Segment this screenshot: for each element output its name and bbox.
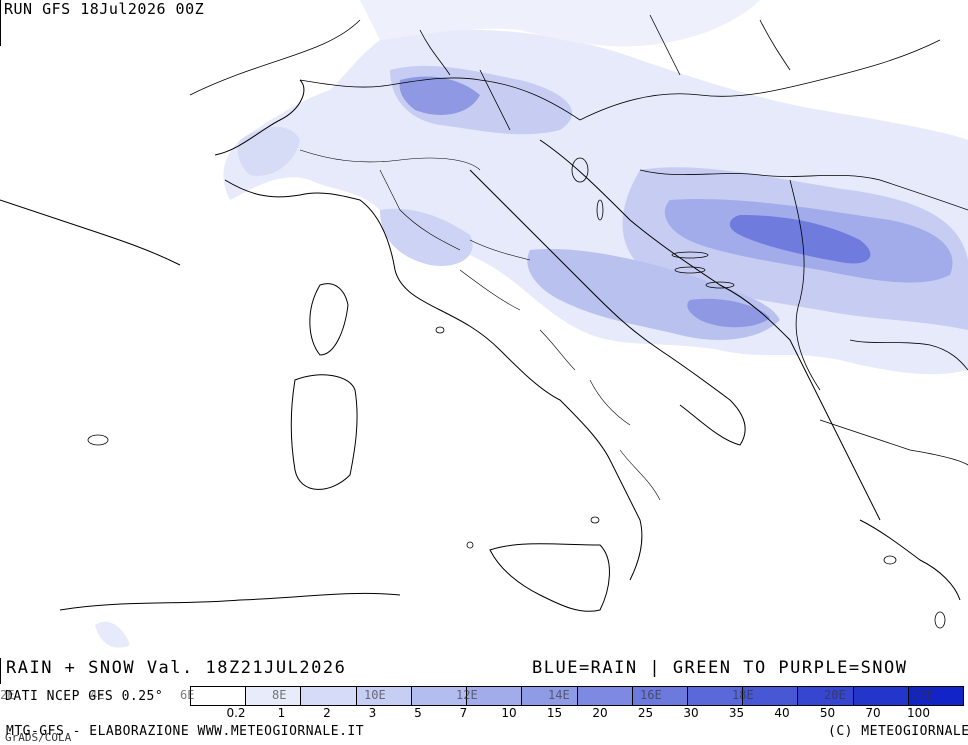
rain-area-tuscany bbox=[380, 208, 473, 266]
islands bbox=[87, 157, 946, 629]
legend-swatch bbox=[577, 687, 633, 705]
ghost-label: 18E bbox=[732, 688, 754, 702]
coast-italy-west bbox=[214, 79, 643, 581]
coast-balkans bbox=[539, 139, 881, 521]
coast-sardinia bbox=[290, 374, 358, 490]
coast-italy-east bbox=[469, 169, 746, 446]
ghost-label: 4E bbox=[90, 688, 105, 702]
legend-label: 0.2 bbox=[226, 706, 246, 720]
ghost-label: 12E bbox=[456, 688, 478, 702]
national-borders bbox=[189, 14, 968, 466]
rain-area-balkans-core bbox=[729, 215, 871, 264]
legend-swatch bbox=[798, 687, 854, 705]
footer-grads: GrADS/COLA bbox=[5, 731, 72, 744]
legend-label: 15 bbox=[546, 706, 563, 720]
legend-swatch bbox=[301, 687, 357, 705]
frame-tick-top bbox=[0, 0, 1, 46]
legend-swatch bbox=[356, 687, 412, 705]
coast-corsica bbox=[309, 283, 349, 356]
legend-swatch bbox=[522, 687, 578, 705]
ghost-label: 8E bbox=[272, 688, 287, 702]
legend-swatch bbox=[632, 687, 688, 705]
coast-north-africa bbox=[59, 592, 401, 611]
legend-label: 20 bbox=[592, 706, 608, 720]
legend-swatch bbox=[191, 687, 247, 705]
data-source-label: DATI NCEP GFS 0.25° bbox=[5, 689, 164, 704]
run-title: RUN GFS 18Jul2026 00Z bbox=[4, 0, 205, 18]
coast-greece bbox=[859, 519, 961, 601]
ghost-label: 6E bbox=[180, 688, 195, 702]
legend-swatch bbox=[908, 687, 964, 705]
legend-label: 7 bbox=[459, 706, 468, 720]
regional-borders bbox=[299, 149, 661, 501]
frame-tick-bottom bbox=[0, 658, 1, 684]
legend-swatch bbox=[411, 687, 468, 705]
legend-swatch bbox=[467, 687, 523, 705]
ghost-label: 14E bbox=[548, 688, 570, 702]
coastlines bbox=[0, 79, 961, 612]
legend-label: 40 bbox=[774, 706, 790, 720]
precipitation-legend-labels: 0.2 1 2 3 5 7 10 15 20 25 30 35 40 50 70 100 bbox=[190, 706, 964, 722]
legend-swatch bbox=[246, 687, 302, 705]
legend-label: 2 bbox=[323, 706, 331, 720]
legend-label: 35 bbox=[728, 706, 745, 720]
legend-swatch bbox=[687, 687, 744, 705]
legend-label: 25 bbox=[637, 706, 654, 720]
legend-label: 3 bbox=[368, 706, 377, 720]
precipitation-shading bbox=[95, 0, 968, 648]
legend-label: 30 bbox=[683, 706, 699, 720]
footer-credit: MTG-GFS - ELABORAZIONE WWW.METEOGIORNALE… bbox=[6, 724, 365, 739]
caption-valid-time: RAIN + SNOW Val. 18Z21JUL2026 bbox=[6, 658, 347, 678]
ghost-label: 10E bbox=[364, 688, 386, 702]
ghost-label: 2E bbox=[0, 688, 15, 702]
legend-label: 70 bbox=[865, 706, 881, 720]
legend-label: 100 bbox=[907, 706, 930, 720]
ghost-label: 20E bbox=[824, 688, 846, 702]
ghost-label: 16E bbox=[640, 688, 662, 702]
ghost-label: 22E bbox=[912, 688, 934, 702]
rain-area-west-alps bbox=[237, 126, 300, 176]
footer-copyright: (C) METEOGIORNALE bbox=[828, 724, 968, 739]
legend-swatch bbox=[853, 687, 909, 705]
legend-label: 1 bbox=[277, 706, 286, 720]
rain-area-trentino bbox=[399, 76, 480, 115]
legend-label: 5 bbox=[414, 706, 422, 720]
precipitation-legend-bar bbox=[190, 686, 964, 706]
precipitation-map bbox=[0, 0, 968, 648]
rain-area-adriatic-core bbox=[687, 298, 770, 328]
coast-france bbox=[0, 199, 181, 266]
caption-color-key: BLUE=RAIN | GREEN TO PURPLE=SNOW bbox=[532, 658, 908, 678]
legend-label: 50 bbox=[819, 706, 836, 720]
rain-area-corsica-coast bbox=[95, 621, 130, 648]
legend-swatch bbox=[743, 687, 799, 705]
coast-sicily bbox=[489, 543, 610, 612]
legend-label: 10 bbox=[501, 706, 517, 720]
